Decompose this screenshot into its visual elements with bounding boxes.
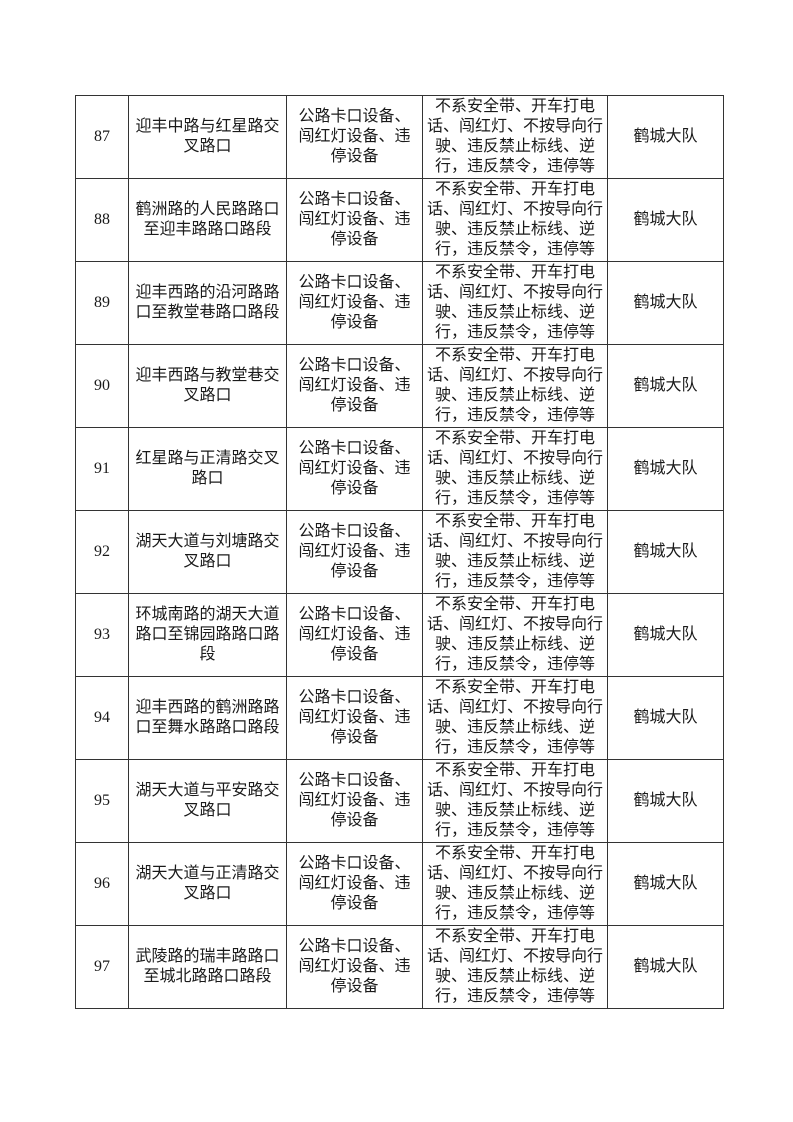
cell-location: 环城南路的湖天大道路口至锦园路路口路段 [128,593,287,677]
cell-unit: 鹤城大队 [607,510,724,594]
cell-equipment: 公路卡口设备、闯红灯设备、违停设备 [286,925,423,1009]
cell-seq-number: 93 [75,593,129,677]
cell-violations: 不系安全带、开车打电话、闯红灯、不按导向行驶、违反禁止标线、逆行，违反禁令，违停… [422,510,608,594]
cell-equipment: 公路卡口设备、闯红灯设备、违停设备 [286,842,423,926]
cell-seq-number: 92 [75,510,129,594]
cell-violations: 不系安全带、开车打电话、闯红灯、不按导向行驶、违反禁止标线、逆行，违反禁令，违停… [422,676,608,760]
cell-unit: 鹤城大队 [607,178,724,262]
cell-location: 武陵路的瑞丰路路口至城北路路口路段 [128,925,287,1009]
table-row: 93 环城南路的湖天大道路口至锦园路路口路段 公路卡口设备、闯红灯设备、违停设备… [75,593,724,677]
cell-violations: 不系安全带、开车打电话、闯红灯、不按导向行驶、违反禁止标线、逆行，违反禁令，违停… [422,344,608,428]
table-row: 97 武陵路的瑞丰路路口至城北路路口路段 公路卡口设备、闯红灯设备、违停设备 不… [75,925,724,1009]
cell-seq-number: 87 [75,95,129,179]
cell-location: 湖天大道与正清路交叉路口 [128,842,287,926]
cell-location: 迎丰西路的鹤洲路路口至舞水路路口路段 [128,676,287,760]
cell-location: 湖天大道与刘塘路交叉路口 [128,510,287,594]
cell-unit: 鹤城大队 [607,759,724,843]
cell-unit: 鹤城大队 [607,427,724,511]
table-row: 91 红星路与正清路交叉路口 公路卡口设备、闯红灯设备、违停设备 不系安全带、开… [75,427,724,511]
table-row: 94 迎丰西路的鹤洲路路口至舞水路路口路段 公路卡口设备、闯红灯设备、违停设备 … [75,676,724,760]
cell-seq-number: 97 [75,925,129,1009]
cell-unit: 鹤城大队 [607,261,724,345]
table-row: 96 湖天大道与正清路交叉路口 公路卡口设备、闯红灯设备、违停设备 不系安全带、… [75,842,724,926]
cell-seq-number: 94 [75,676,129,760]
cell-violations: 不系安全带、开车打电话、闯红灯、不按导向行驶、违反禁止标线、逆行，违反禁令，违停… [422,95,608,179]
cell-seq-number: 95 [75,759,129,843]
cell-location: 迎丰西路与教堂巷交叉路口 [128,344,287,428]
cell-seq-number: 90 [75,344,129,428]
cell-location: 迎丰西路的沿河路路口至教堂巷路口路段 [128,261,287,345]
cell-seq-number: 96 [75,842,129,926]
cell-unit: 鹤城大队 [607,95,724,179]
table-row: 87 迎丰中路与红星路交叉路口 公路卡口设备、闯红灯设备、违停设备 不系安全带、… [75,95,724,179]
cell-unit: 鹤城大队 [607,593,724,677]
cell-seq-number: 91 [75,427,129,511]
cell-violations: 不系安全带、开车打电话、闯红灯、不按导向行驶、违反禁止标线、逆行，违反禁令，违停… [422,178,608,262]
cell-equipment: 公路卡口设备、闯红灯设备、违停设备 [286,676,423,760]
cell-violations: 不系安全带、开车打电话、闯红灯、不按导向行驶、违反禁止标线、逆行，违反禁令，违停… [422,261,608,345]
cell-location: 鹤洲路的人民路路口至迎丰路路口路段 [128,178,287,262]
cell-equipment: 公路卡口设备、闯红灯设备、违停设备 [286,178,423,262]
cell-equipment: 公路卡口设备、闯红灯设备、违停设备 [286,510,423,594]
cell-equipment: 公路卡口设备、闯红灯设备、违停设备 [286,593,423,677]
table-row: 92 湖天大道与刘塘路交叉路口 公路卡口设备、闯红灯设备、违停设备 不系安全带、… [75,510,724,594]
cell-location: 迎丰中路与红星路交叉路口 [128,95,287,179]
table-row: 90 迎丰西路与教堂巷交叉路口 公路卡口设备、闯红灯设备、违停设备 不系安全带、… [75,344,724,428]
cell-location: 湖天大道与平安路交叉路口 [128,759,287,843]
cell-violations: 不系安全带、开车打电话、闯红灯、不按导向行驶、违反禁止标线、逆行，违反禁令，违停… [422,925,608,1009]
cell-equipment: 公路卡口设备、闯红灯设备、违停设备 [286,759,423,843]
table-row: 95 湖天大道与平安路交叉路口 公路卡口设备、闯红灯设备、违停设备 不系安全带、… [75,759,724,843]
surveillance-points-table: 87 迎丰中路与红星路交叉路口 公路卡口设备、闯红灯设备、违停设备 不系安全带、… [75,95,724,1009]
cell-violations: 不系安全带、开车打电话、闯红灯、不按导向行驶、违反禁止标线、逆行，违反禁令，违停… [422,842,608,926]
cell-equipment: 公路卡口设备、闯红灯设备、违停设备 [286,95,423,179]
cell-seq-number: 89 [75,261,129,345]
cell-unit: 鹤城大队 [607,925,724,1009]
cell-equipment: 公路卡口设备、闯红灯设备、违停设备 [286,427,423,511]
cell-violations: 不系安全带、开车打电话、闯红灯、不按导向行驶、违反禁止标线、逆行，违反禁令，违停… [422,427,608,511]
cell-unit: 鹤城大队 [607,842,724,926]
cell-location: 红星路与正清路交叉路口 [128,427,287,511]
table-body: 87 迎丰中路与红星路交叉路口 公路卡口设备、闯红灯设备、违停设备 不系安全带、… [75,95,724,1009]
cell-equipment: 公路卡口设备、闯红灯设备、违停设备 [286,261,423,345]
table-row: 88 鹤洲路的人民路路口至迎丰路路口路段 公路卡口设备、闯红灯设备、违停设备 不… [75,178,724,262]
table-row: 89 迎丰西路的沿河路路口至教堂巷路口路段 公路卡口设备、闯红灯设备、违停设备 … [75,261,724,345]
cell-seq-number: 88 [75,178,129,262]
cell-equipment: 公路卡口设备、闯红灯设备、违停设备 [286,344,423,428]
cell-violations: 不系安全带、开车打电话、闯红灯、不按导向行驶、违反禁止标线、逆行，违反禁令，违停… [422,759,608,843]
cell-unit: 鹤城大队 [607,676,724,760]
cell-violations: 不系安全带、开车打电话、闯红灯、不按导向行驶、违反禁止标线、逆行，违反禁令，违停… [422,593,608,677]
cell-unit: 鹤城大队 [607,344,724,428]
